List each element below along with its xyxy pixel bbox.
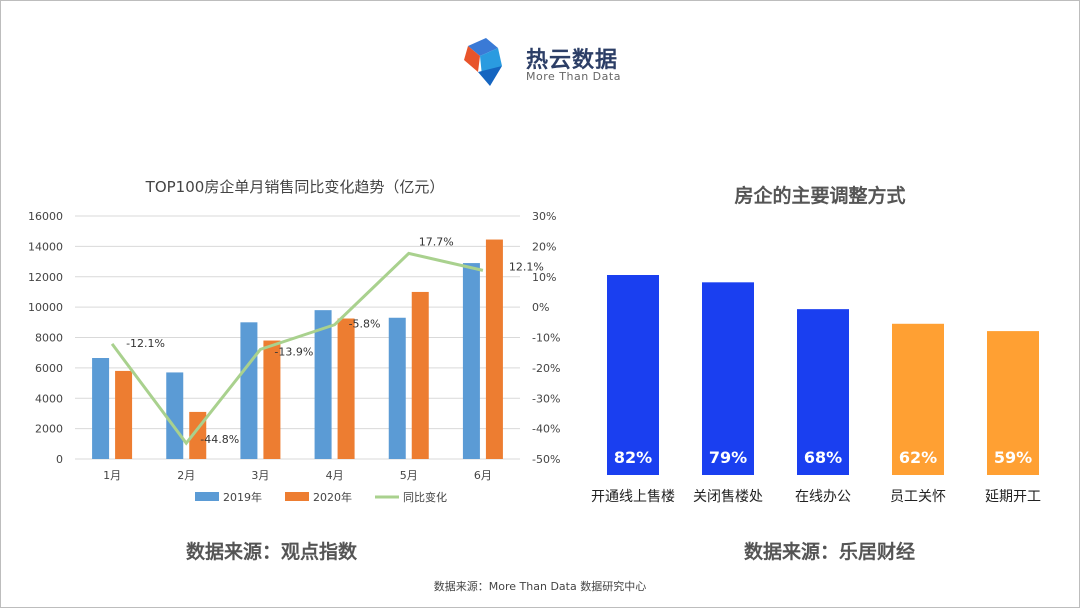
category-label: 在线办公 [795,489,851,505]
bar-2019 [166,372,184,459]
y-tick-label: 2000 [35,423,63,436]
y-tick-label: 8000 [35,332,63,345]
y2-tick-label: -30% [532,392,560,405]
yoy-data-label: -5.8% [349,318,381,331]
left-source-caption: 数据来源：观点指数 [186,541,358,563]
y2-tick-label: -20% [532,362,560,375]
yoy-data-label: 17.7% [419,235,454,248]
logo-cube-icon [464,38,502,86]
bar-value-label: 79% [709,448,747,467]
category-label: 延期开工 [985,489,1041,505]
bar [607,275,659,475]
legend-label: 2019年 [223,490,262,504]
y2-tick-label: -50% [532,453,560,466]
bar-2020 [337,318,355,459]
y-tick-label: 6000 [35,362,63,375]
logo-name: 热云数据 [526,48,619,73]
y2-tick-label: -10% [532,332,560,345]
bar [702,282,754,475]
y-tick-label: 0 [56,453,63,466]
bar-2019 [314,310,332,459]
category-label: 关闭售楼处 [693,489,763,505]
y2-tick-label: 0% [532,301,549,314]
adjustment-methods-chart: 房企的主要调整方式 82% 开通线上售楼 79% 关闭售楼处 68% 在线办公 62% 员工关… [591,184,1041,505]
bar [987,331,1039,475]
y2-tick-label: 10% [532,271,556,284]
y-tick-label: 10000 [28,301,63,314]
footer-source: 数据来源：More Than Data 数据研究中心 [433,580,647,593]
y-tick-label: 4000 [35,392,63,405]
bar-2019 [462,263,480,459]
bar-value-label: 68% [804,448,842,467]
legend-swatch [285,492,309,501]
logo-tagline: More Than Data [526,70,621,83]
bar-2019 [92,358,110,459]
y-tick-label: 14000 [28,240,63,253]
yoy-data-label: -12.1% [126,337,165,350]
chart-title: 房企的主要调整方式 [734,184,905,207]
y-tick-label: 16000 [28,210,63,223]
x-tick-label: 6月 [474,469,492,482]
bar-value-label: 62% [899,448,937,467]
bar-value-label: 59% [994,448,1032,467]
x-tick-label: 3月 [251,469,269,482]
yoy-change-line [110,251,484,446]
bar [797,309,849,475]
x-tick-label: 2月 [177,469,195,482]
chart-title: TOP100房企单月销售同比变化趋势（亿元） [145,178,445,196]
legend-label: 同比变化 [403,490,447,504]
bar-2019 [388,317,406,459]
bar-2020 [263,340,281,459]
bar [892,323,944,475]
category-label: 员工关怀 [890,489,946,505]
y2-tick-label: 30% [532,210,556,223]
yoy-data-label: -13.9% [274,345,313,358]
sales-trend-chart: TOP100房企单月销售同比变化趋势（亿元） -12.1% -44.8% -13.9… [28,178,560,504]
bar-value-label: 82% [614,448,652,467]
y2-tick-label: -40% [532,423,560,436]
bar-2020 [115,370,133,459]
bar-2020 [485,239,503,459]
x-tick-label: 5月 [400,469,418,482]
bar-2020 [411,291,429,459]
category-label: 开通线上售楼 [591,489,675,505]
x-tick-label: 1月 [103,469,121,482]
y2-tick-label: 20% [532,240,556,253]
yoy-data-label: 12.1% [509,260,544,273]
yoy-data-label: -44.8% [200,433,239,446]
right-source-caption: 数据来源：乐居财经 [744,541,916,563]
y-tick-label: 12000 [28,271,63,284]
legend-label: 2020年 [313,490,352,504]
legend-swatch [195,492,219,501]
bar-2019 [240,322,258,459]
logo: 热云数据 More Than Data [462,36,632,92]
x-tick-label: 4月 [326,469,344,482]
